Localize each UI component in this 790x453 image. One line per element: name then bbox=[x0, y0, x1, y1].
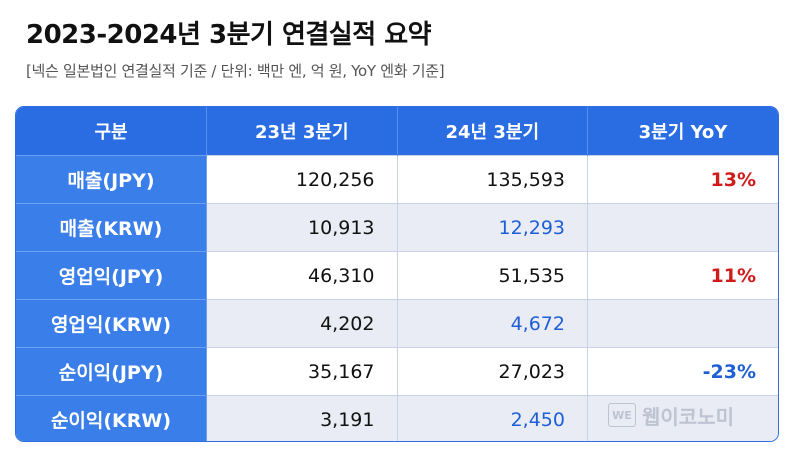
cell-q3-2023: 35,167 bbox=[206, 347, 398, 396]
header-q3-2024: 24년 3분기 bbox=[397, 107, 588, 156]
row-label: 영업익(JPY) bbox=[16, 251, 207, 300]
cell-q3-2023: 10,913 bbox=[206, 203, 398, 252]
row-label: 매출(JPY) bbox=[16, 155, 207, 204]
cell-q3-2024: 4,672 bbox=[397, 299, 588, 348]
header-yoy: 3분기 YoY bbox=[587, 107, 778, 156]
cell-q3-2023: 46,310 bbox=[206, 251, 398, 300]
earnings-table-container: 구분 23년 3분기 24년 3분기 3분기 YoY 매출(JPY) 120,2… bbox=[15, 106, 779, 442]
header-category: 구분 bbox=[16, 107, 207, 156]
page-subtitle: [넥슨 일본법인 연결실적 기준 / 단위: 백만 엔, 억 원, YoY 엔화… bbox=[26, 62, 445, 80]
watermark-logo-icon: WE bbox=[608, 403, 636, 427]
row-label: 순이익(JPY) bbox=[16, 347, 207, 396]
cell-q3-2024: 51,535 bbox=[397, 251, 588, 300]
table-row: 영업익(JPY) 46,310 51,535 11% bbox=[16, 251, 778, 300]
row-label: 매출(KRW) bbox=[16, 203, 207, 252]
cell-q3-2023: 4,202 bbox=[206, 299, 398, 348]
table-row: 매출(KRW) 10,913 12,293 bbox=[16, 203, 778, 252]
cell-yoy: -23% bbox=[587, 347, 778, 396]
table-header-row: 구분 23년 3분기 24년 3분기 3분기 YoY bbox=[16, 107, 778, 156]
header-q3-2023: 23년 3분기 bbox=[206, 107, 398, 156]
cell-q3-2023: 3,191 bbox=[206, 395, 398, 441]
cell-yoy: 13% bbox=[587, 155, 778, 204]
cell-q3-2024: 135,593 bbox=[397, 155, 588, 204]
table-row: 영업익(KRW) 4,202 4,672 bbox=[16, 299, 778, 348]
table-row: 순이익(JPY) 35,167 27,023 -23% bbox=[16, 347, 778, 396]
watermark: WE 웹이코노미 bbox=[608, 398, 734, 432]
page-title: 2023-2024년 3분기 연결실적 요약 bbox=[26, 20, 432, 50]
watermark-text: 웹이코노미 bbox=[642, 404, 734, 429]
cell-q3-2024: 2,450 bbox=[397, 395, 588, 441]
table-row: 순이익(KRW) 3,191 2,450 bbox=[16, 395, 778, 441]
cell-yoy bbox=[587, 299, 778, 348]
row-label: 순이익(KRW) bbox=[16, 395, 207, 441]
row-label: 영업익(KRW) bbox=[16, 299, 207, 348]
earnings-table: 구분 23년 3분기 24년 3분기 3분기 YoY 매출(JPY) 120,2… bbox=[16, 107, 778, 441]
cell-q3-2023: 120,256 bbox=[206, 155, 398, 204]
cell-yoy: 11% bbox=[587, 251, 778, 300]
cell-q3-2024: 12,293 bbox=[397, 203, 588, 252]
cell-yoy bbox=[587, 203, 778, 252]
table-row: 매출(JPY) 120,256 135,593 13% bbox=[16, 155, 778, 204]
cell-q3-2024: 27,023 bbox=[397, 347, 588, 396]
cell-yoy bbox=[587, 395, 778, 441]
